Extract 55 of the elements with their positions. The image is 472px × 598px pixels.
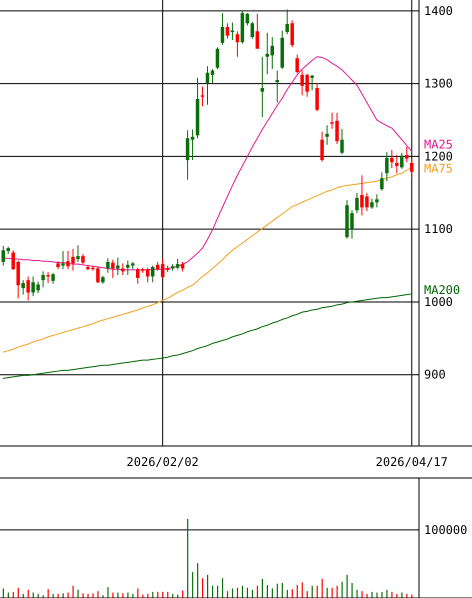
candlestick	[51, 272, 55, 284]
candlestick	[395, 154, 399, 174]
y-tick-label: 1100	[424, 222, 453, 236]
candlestick	[41, 270, 45, 288]
series-label: MA25	[424, 137, 453, 152]
candlestick	[250, 21, 254, 40]
candlestick	[260, 56, 264, 118]
candlestick	[410, 158, 414, 179]
candlestick	[180, 261, 184, 272]
candlestick	[61, 250, 65, 270]
series-label: MA200	[424, 282, 460, 297]
y-tick-label: 1200	[424, 149, 453, 164]
line-series	[2, 293, 412, 379]
y-tick-label: 1300	[424, 76, 453, 91]
candlestick	[405, 146, 409, 163]
candlestick	[230, 22, 234, 41]
x-tick-label: 2026/02/02	[126, 455, 199, 469]
candlestick	[310, 74, 314, 91]
y-tick-label: 1000	[424, 294, 453, 309]
series-label: MA75	[424, 161, 453, 176]
candlestick	[375, 194, 379, 208]
candlestick	[106, 258, 110, 274]
candlestick	[81, 253, 85, 265]
candlestick	[226, 22, 230, 40]
candlestick	[340, 128, 344, 155]
candlestick	[121, 262, 125, 276]
candlestick	[216, 46, 220, 70]
candlestick	[380, 172, 384, 192]
candlestick	[150, 265, 154, 283]
candlestick	[46, 272, 50, 284]
candlestick	[256, 13, 260, 50]
candlestick	[26, 276, 30, 301]
candlestick	[200, 86, 204, 107]
candlestick	[116, 257, 120, 276]
candlestick	[111, 259, 115, 278]
y-tick-label: 1400	[424, 4, 453, 18]
candlestick	[285, 8, 289, 35]
y-tick-label: 100000	[424, 522, 468, 537]
candlestick	[385, 152, 389, 182]
y-tick-label: 900	[424, 368, 446, 382]
candlestick	[236, 30, 240, 58]
candlestick	[315, 82, 319, 112]
candlestick	[390, 149, 394, 169]
candlestick	[76, 244, 80, 262]
candlestick	[320, 131, 324, 162]
candlestick	[276, 70, 279, 104]
candlestick	[325, 124, 329, 146]
candlestick	[400, 152, 404, 170]
candlestick	[220, 12, 224, 46]
candlestick	[290, 20, 294, 48]
candlestick	[295, 54, 299, 74]
candlestick	[21, 280, 25, 296]
candlestick	[355, 192, 359, 214]
candlestick	[370, 198, 374, 210]
x-tick-label: 2026/04/17	[376, 455, 448, 469]
